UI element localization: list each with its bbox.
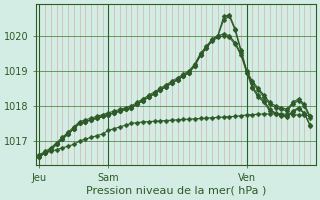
X-axis label: Pression niveau de la mer( hPa ): Pression niveau de la mer( hPa ): [86, 186, 266, 196]
